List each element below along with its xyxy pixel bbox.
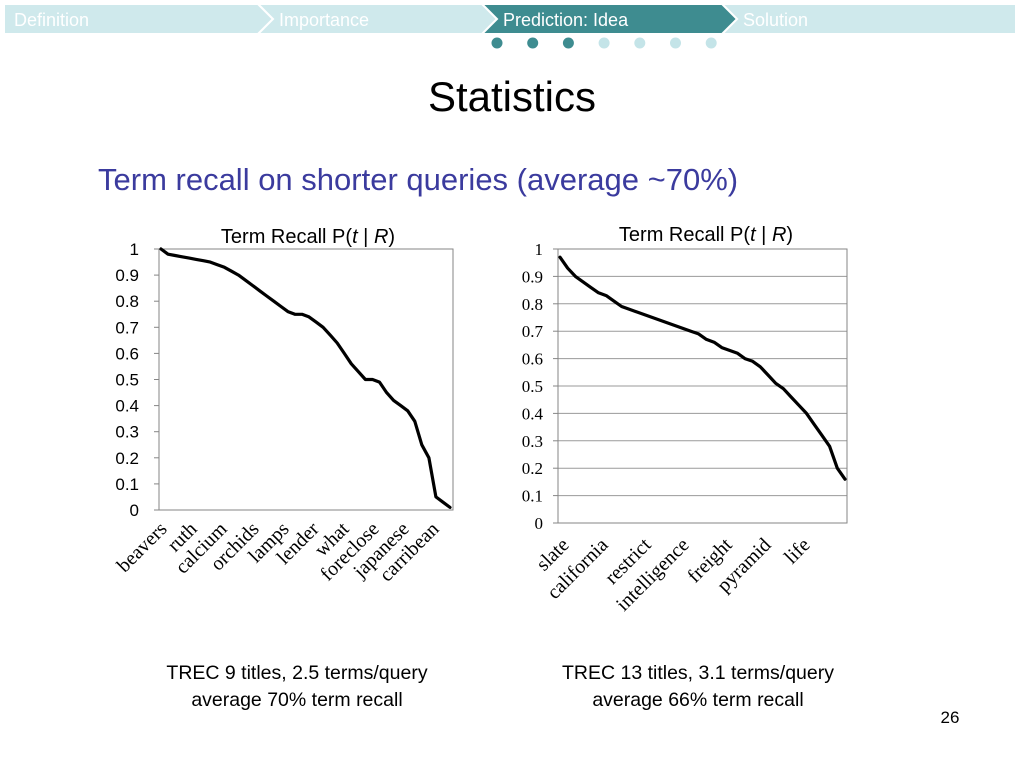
y-tick-label: 0.4 [115, 397, 139, 416]
chart-title-part: | [756, 224, 772, 246]
chart-caption-trec9: TREC 9 titles, 2.5 terms/query average 7… [107, 660, 487, 714]
nav-tab-prediction-idea[interactable]: Prediction: Idea [479, 3, 739, 35]
y-tick-label: 0.6 [522, 350, 543, 369]
y-tick-label: 0.2 [115, 449, 139, 468]
y-tick-label: 0.9 [115, 266, 139, 285]
navigation-bar: Definition Importance Solution Prediction: … [3, 3, 1017, 35]
caption-line: TREC 13 titles, 3.1 terms/query [561, 662, 834, 684]
nav-tab-shape [479, 3, 739, 35]
y-tick-label: 1 [535, 240, 544, 259]
progress-dot-filled [562, 37, 574, 49]
progress-dot-filled [491, 37, 503, 49]
caption-line: average 70% term recall [191, 689, 403, 711]
y-tick-label: 0.7 [522, 322, 544, 341]
chart-title-part: ) [786, 224, 793, 246]
progress-dot-filled [527, 37, 539, 49]
y-tick-label: 0.2 [522, 459, 543, 478]
chart-title: Term Recall P(t | R) [619, 224, 793, 246]
chart-title-part: t [352, 226, 359, 248]
y-tick-label: 0.4 [522, 404, 544, 423]
term-recall-series-line [558, 255, 847, 481]
y-tick-label: 0.5 [522, 377, 543, 396]
chart-title-part: t [750, 224, 757, 246]
y-tick-label: 0.3 [115, 423, 139, 442]
x-axis-label: life [780, 534, 814, 568]
y-tick-label: 0.3 [522, 432, 543, 451]
y-tick-label: 0.1 [115, 475, 139, 494]
caption-line: TREC 9 titles, 2.5 terms/query [166, 662, 428, 684]
nav-tab-label: Definition [14, 10, 89, 30]
nav-tab-label: Solution [743, 10, 808, 30]
y-tick-label: 0.8 [115, 292, 139, 311]
y-tick-label: 0 [535, 514, 544, 533]
y-tick-label: 0.5 [115, 371, 139, 390]
term-recall-series-line [159, 247, 452, 509]
nav-tab-label: Importance [279, 10, 369, 30]
nav-tab-label: Prediction: Idea [503, 10, 629, 30]
chart-title-part: Term Recall P( [619, 224, 750, 246]
chart-caption-trec13: TREC 13 titles, 3.1 terms/query average … [508, 660, 888, 714]
chart-title-part: | [358, 226, 374, 248]
chart-title: Term Recall P(t | R) [221, 226, 395, 248]
chart-title-part: R [374, 226, 388, 248]
progress-dot-empty [705, 37, 717, 49]
caption-line: average 66% term recall [592, 689, 804, 711]
y-tick-label: 0.8 [522, 295, 543, 314]
chart-title-part: Term Recall P( [221, 226, 352, 248]
progress-dots [491, 37, 717, 49]
slide-subtitle: Term recall on shorter queries (average … [98, 162, 739, 197]
slide-number: 26 [940, 708, 960, 727]
y-tick-label: 0.9 [522, 267, 543, 286]
y-tick-label: 0.6 [115, 344, 139, 363]
progress-dot-empty [670, 37, 681, 49]
y-tick-label: 0 [130, 501, 139, 520]
y-tick-label: 0.7 [115, 318, 139, 337]
progress-dot-empty [634, 37, 646, 49]
chart-title-part: R [772, 224, 786, 246]
y-tick-label: 1 [130, 240, 139, 259]
y-tick-label: 0.1 [522, 487, 543, 506]
chart-title-part: ) [388, 226, 395, 248]
page-title: Statistics [427, 73, 597, 120]
progress-dot-empty [598, 37, 610, 49]
